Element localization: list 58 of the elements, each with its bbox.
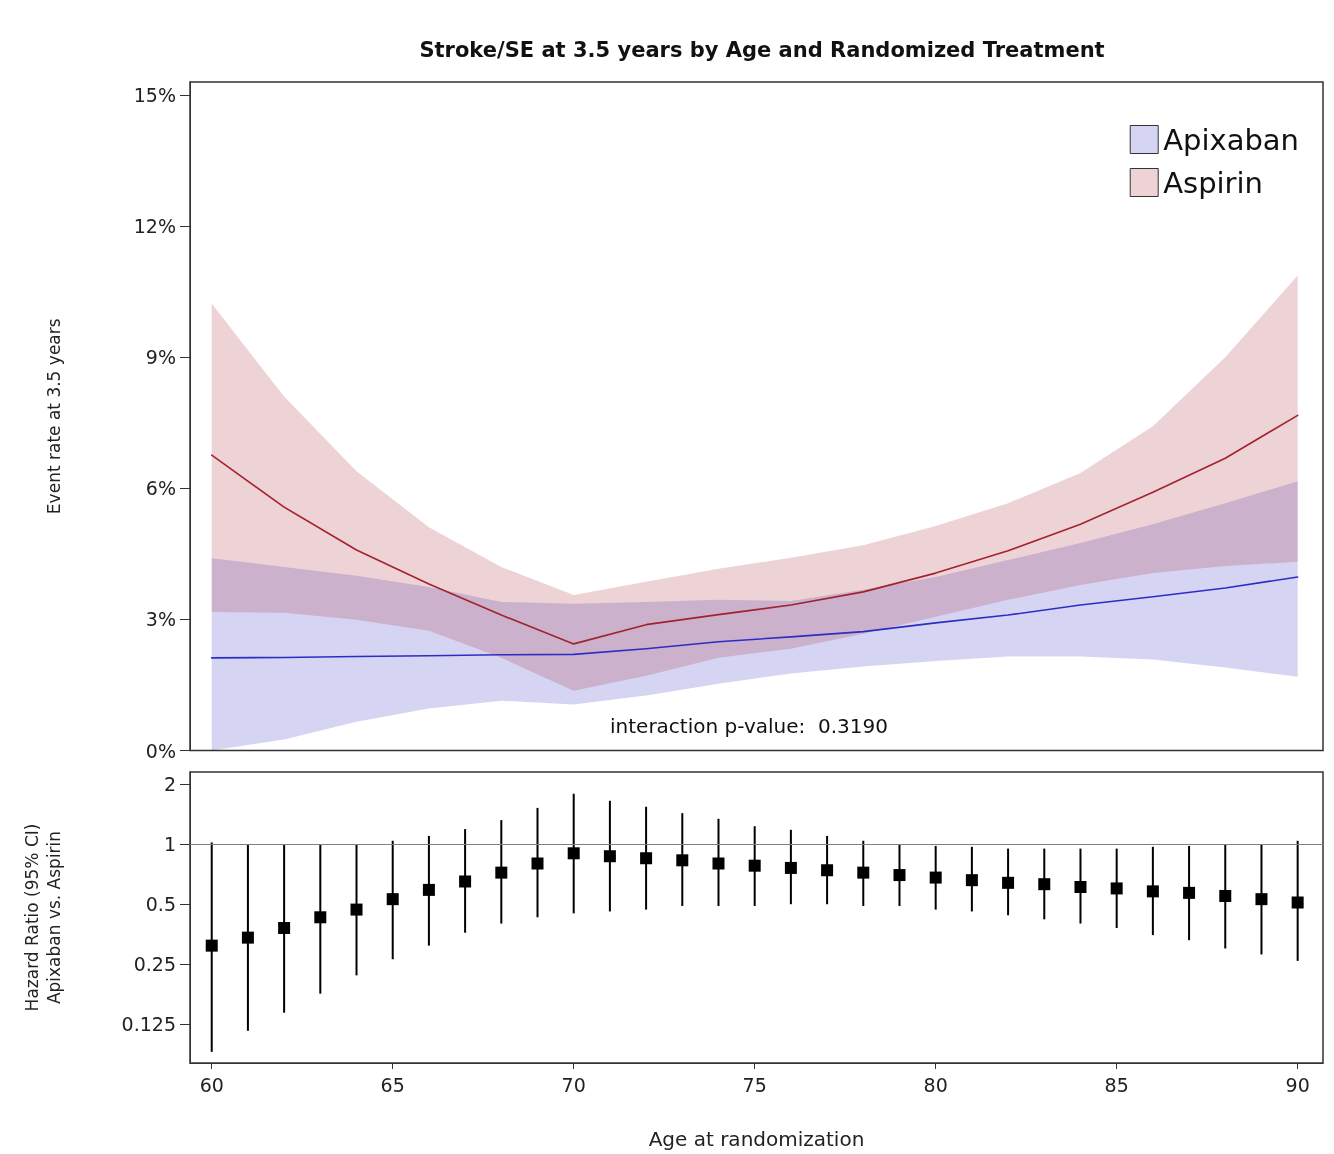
point [350, 903, 363, 916]
y-axis-title: Event rate at 3.5 years [44, 318, 64, 515]
point [603, 850, 616, 863]
point [784, 861, 797, 874]
x-tick-label: 85 [1104, 1073, 1129, 1096]
point [965, 874, 978, 887]
x-tick-label: 75 [742, 1073, 767, 1096]
x-tick-label: 90 [1285, 1073, 1310, 1096]
y-axis-title: Hazard Ratio (95% CI) Apixaban vs. Aspirin [22, 823, 64, 1012]
point [748, 859, 761, 872]
y-tick-label: 15% [133, 84, 176, 107]
point [459, 875, 472, 888]
point [386, 893, 399, 906]
y-tick-label: 0.25 [133, 953, 176, 976]
point [929, 871, 942, 884]
point [640, 852, 653, 865]
point [1038, 878, 1051, 891]
x-axis-title: Age at randomization [648, 1127, 865, 1151]
annotation: interaction p-value: 0.3190 [610, 714, 888, 738]
legend-label: Aspirin [1163, 165, 1263, 200]
line-series [210, 576, 1299, 659]
point [205, 939, 218, 952]
point [1110, 882, 1123, 895]
point [857, 866, 870, 879]
y-tick-label: 2 [163, 773, 176, 796]
point [1002, 876, 1015, 889]
point [1146, 885, 1159, 898]
x-tick-label: 60 [199, 1073, 224, 1096]
point [567, 847, 580, 860]
y-tick-label: 6% [145, 477, 176, 500]
x-tick-label: 80 [923, 1073, 948, 1096]
point [314, 911, 327, 924]
x-tick-label: 70 [561, 1073, 586, 1096]
point [422, 883, 435, 896]
line-series [210, 414, 1299, 645]
y-tick-label: 9% [145, 346, 176, 369]
point [1074, 880, 1087, 893]
point [1219, 889, 1232, 902]
x-tick-label: 65 [380, 1073, 405, 1096]
point [893, 869, 906, 882]
point [278, 922, 291, 934]
y-tick-label: 0.5 [145, 893, 176, 916]
y-tick-label: 3% [145, 608, 176, 631]
point [1291, 896, 1304, 909]
chart-title: Stroke/SE at 3.5 years by Age and Randomized Treatment [419, 37, 1105, 62]
legend-label: Apixaban [1163, 122, 1299, 157]
y-tick-label: 1 [163, 833, 176, 856]
point [241, 931, 254, 944]
y-tick-label: 0.125 [121, 1013, 176, 1036]
point [821, 864, 834, 877]
y-tick-label: 12% [133, 215, 176, 238]
point [495, 866, 508, 879]
y-tick-label: 0% [145, 739, 176, 762]
point [676, 854, 689, 867]
point [531, 857, 544, 870]
point [712, 857, 725, 870]
point [1183, 886, 1196, 899]
point [1255, 893, 1268, 906]
